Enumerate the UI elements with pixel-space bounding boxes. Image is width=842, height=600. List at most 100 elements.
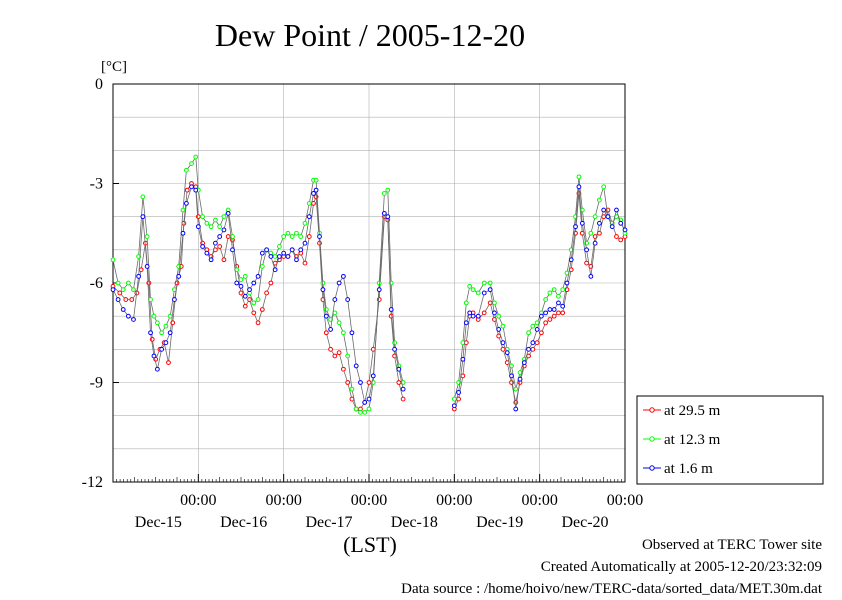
data-point <box>313 187 319 193</box>
data-point <box>543 297 549 302</box>
data-point <box>140 194 146 200</box>
data-point <box>204 250 210 256</box>
data-point <box>609 224 615 230</box>
data-point <box>500 323 506 329</box>
data-point <box>154 320 160 326</box>
data-point <box>268 254 274 259</box>
data-point <box>341 273 346 279</box>
data-point <box>496 327 502 332</box>
data-point <box>144 264 150 269</box>
data-point <box>193 187 199 193</box>
data-point <box>251 310 257 316</box>
data-point <box>302 220 308 226</box>
data-point <box>148 330 153 336</box>
data-point <box>381 191 387 196</box>
data-point <box>306 234 312 239</box>
data-point <box>588 273 594 279</box>
data-point <box>526 330 531 336</box>
data-point <box>204 220 210 226</box>
data-point <box>217 244 223 249</box>
legend-box <box>636 395 824 485</box>
data-point <box>302 240 308 246</box>
x-tick-date: Dec-17 <box>305 514 352 531</box>
data-point <box>311 191 316 196</box>
data-point <box>475 313 481 319</box>
x-tick-time: 00:00 <box>436 492 472 509</box>
data-point <box>189 161 194 167</box>
data-point <box>110 287 116 293</box>
data-point <box>547 307 553 312</box>
data-point <box>538 330 544 336</box>
data-point <box>251 300 257 306</box>
data-point <box>328 327 334 332</box>
data-point <box>396 366 402 372</box>
data-point <box>242 273 248 279</box>
data-point <box>509 373 514 379</box>
x-tick-time: 00:00 <box>265 492 301 509</box>
data-point <box>264 247 270 253</box>
data-point <box>255 320 261 326</box>
x-tick-date: Dec-15 <box>135 514 182 531</box>
data-point <box>294 257 299 263</box>
data-point <box>475 290 481 296</box>
data-point <box>345 297 351 302</box>
legend-marker <box>649 436 655 442</box>
data-point <box>180 230 186 236</box>
legend: at 29.5 m at 12.3 m at 1.6 m <box>636 395 824 485</box>
data-point <box>189 184 194 190</box>
data-point <box>597 230 602 236</box>
data-point <box>588 230 594 236</box>
data-point <box>195 214 201 220</box>
data-point <box>556 293 561 299</box>
data-point <box>564 280 570 286</box>
data-point <box>313 177 319 183</box>
data-point <box>605 214 611 220</box>
data-point <box>323 330 329 336</box>
legend-label: at 12.3 m <box>664 432 721 448</box>
data-point <box>115 297 121 302</box>
x-tick-date: Dec-16 <box>220 514 267 531</box>
data-point <box>259 250 265 256</box>
data-point <box>125 313 131 319</box>
data-point <box>481 290 487 296</box>
data-point <box>618 237 624 243</box>
data-point <box>601 207 607 213</box>
data-point <box>513 386 519 392</box>
data-point <box>538 313 544 319</box>
data-point <box>208 257 214 263</box>
data-point <box>614 234 619 239</box>
data-point <box>467 283 473 289</box>
data-point <box>176 273 182 279</box>
data-point <box>131 317 136 322</box>
y-axis-unit: [°C] <box>101 59 127 75</box>
data-point <box>163 340 169 346</box>
data-point <box>584 247 589 253</box>
data-point <box>213 240 218 246</box>
data-point <box>463 320 469 326</box>
data-point <box>123 297 129 302</box>
data-point <box>264 290 270 296</box>
data-point <box>341 366 346 372</box>
data-point <box>336 350 342 356</box>
data-point <box>298 234 304 239</box>
data-point <box>392 346 398 352</box>
data-point <box>381 210 387 216</box>
data-point <box>463 300 469 306</box>
data-point <box>200 244 206 249</box>
data-point <box>138 267 144 273</box>
data-point <box>195 224 201 230</box>
data-point <box>230 247 235 253</box>
data-point <box>556 310 561 316</box>
data-point <box>362 409 368 415</box>
data-point <box>353 363 359 369</box>
data-point <box>317 234 322 239</box>
data-point <box>225 210 231 216</box>
data-point <box>332 353 338 359</box>
data-point <box>592 214 598 220</box>
data-point <box>167 330 173 336</box>
x-tick-time: 00:00 <box>521 492 557 509</box>
y-tick-label: -6 <box>90 275 103 292</box>
data-point <box>358 409 363 415</box>
data-point <box>217 224 223 230</box>
y-tick-label: 0 <box>95 76 103 93</box>
